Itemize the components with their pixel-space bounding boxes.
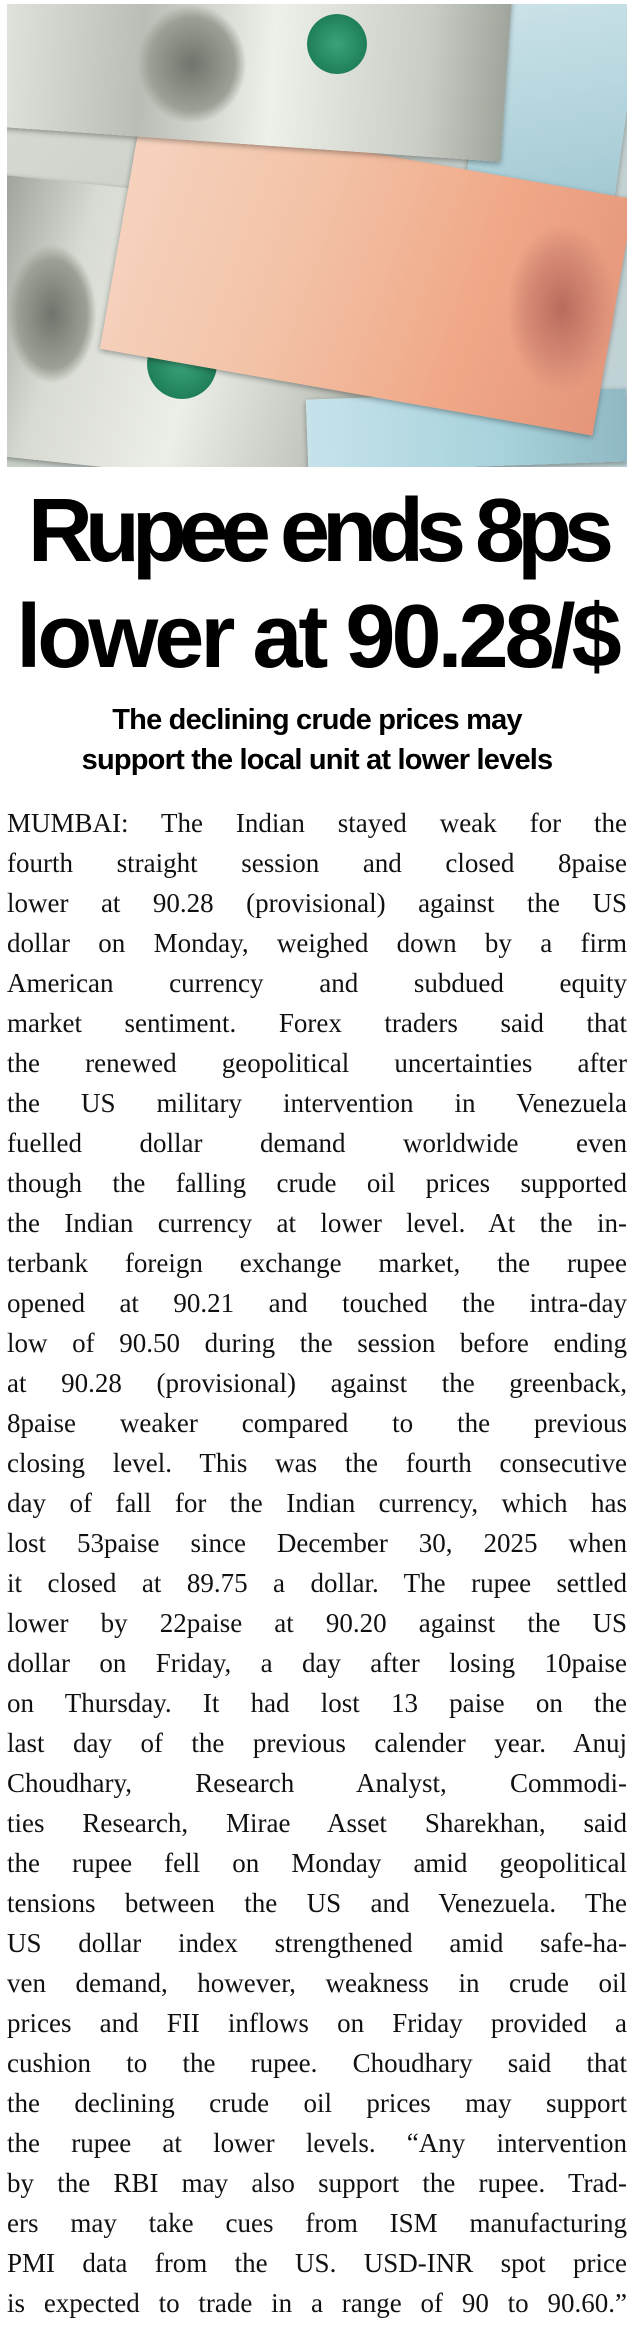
body-text-line: ties Research, Mirae Asset Sharekhan, sa… [7, 1808, 627, 1838]
dollar-portrait [7, 244, 97, 384]
headline-line-2: lower at 90.28/$ [16, 587, 621, 687]
body-text-line: fuelled dollar demand worldwide even [7, 1128, 627, 1158]
body-text-line: cushion to the rupee. Choudhary said tha… [7, 2048, 627, 2078]
subheadline-line-1: The declining crude prices may [112, 704, 522, 736]
body-text-line: the rupee fell on Monday amid geopolitic… [7, 1848, 627, 1878]
headline: Rupee ends 8ps lower at 90.28/$ [0, 478, 634, 690]
body-text-line: dollar on Monday, weighed down by a firm [7, 928, 627, 958]
body-text-line: it closed at 89.75 a dollar. The rupee s… [7, 1568, 627, 1598]
treasury-seal-top [307, 14, 367, 74]
body-text-line: US dollar index strengthened amid safe-h… [7, 1928, 627, 1958]
gandhi-portrait [507, 224, 617, 394]
body-text-line: ven demand, however, weakness in crude o… [7, 1968, 627, 1998]
subheadline: The declining crude prices may support t… [0, 700, 634, 780]
body-text-line: MUMBAI: The Indian stayed weak for the [7, 808, 627, 838]
article-body: MUMBAI: The Indian stayed weak for the fo… [7, 803, 627, 2323]
body-text-line: PMI data from the US. USD-INR spot price [7, 2248, 627, 2278]
body-text-line: fourth straight session and closed 8pais… [7, 848, 627, 878]
body-text-line: terbank foreign exchange market, the rup… [7, 1248, 627, 1278]
body-text-line: the renewed geopolitical uncertainties a… [7, 1048, 627, 1078]
subheadline-line-2: support the local unit at lower levels [81, 744, 554, 776]
body-text-line: market sentiment. Forex traders said tha… [7, 1008, 627, 1038]
body-text-line: lower at 90.28 (provisional) against the… [7, 888, 627, 918]
body-text-line: the US military intervention in Venezuel… [7, 1088, 627, 1118]
one-dollar-note-top [7, 4, 513, 162]
body-text-line: tensions between the US and Venezuela. T… [7, 1888, 627, 1918]
body-text-line: 8paise weaker compared to the previous [7, 1408, 627, 1438]
body-text-line: at 90.28 (provisional) against the green… [7, 1368, 627, 1398]
body-text-line: day of fall for the Indian currency, whi… [7, 1488, 627, 1518]
currency-notes-photo [7, 4, 627, 467]
body-text-line: the declining crude oil prices may suppo… [7, 2088, 627, 2118]
body-text-line: last day of the previous calender year. … [7, 1728, 627, 1758]
body-text-line: lost 53paise since December 30, 2025 whe… [7, 1528, 627, 1558]
body-text-line: lower by 22paise at 90.20 against the US [7, 1608, 627, 1638]
body-text-line: low of 90.50 during the session before e… [7, 1328, 627, 1358]
body-text-line: ers may take cues from ISM manufacturing [7, 2208, 627, 2238]
dollar-portrait-top [137, 4, 247, 124]
body-text-line: is expected to trade in a range of 90 to… [7, 2288, 627, 2318]
body-text-line: though the falling crude oil prices supp… [7, 1168, 627, 1198]
body-text-line: on Thursday. It had lost 13 paise on the [7, 1688, 627, 1718]
body-text-line: prices and FII inflows on Friday provide… [7, 2008, 627, 2038]
body-text-line: Choudhary, Research Analyst, Commodi- [7, 1768, 627, 1798]
body-text-line: by the RBI may also support the rupee. T… [7, 2168, 627, 2198]
body-text-line: the rupee at lower levels. “Any interven… [7, 2128, 627, 2158]
body-text-line: closing level. This was the fourth conse… [7, 1448, 627, 1478]
body-text-line: the Indian currency at lower level. At t… [7, 1208, 627, 1238]
body-text-line: dollar on Friday, a day after losing 10p… [7, 1648, 627, 1678]
body-text-line: opened at 90.21 and touched the intra-da… [7, 1288, 627, 1318]
body-text-line: American currency and subdued equity [7, 968, 627, 998]
headline-line-1: Rupee ends 8ps [27, 481, 614, 581]
